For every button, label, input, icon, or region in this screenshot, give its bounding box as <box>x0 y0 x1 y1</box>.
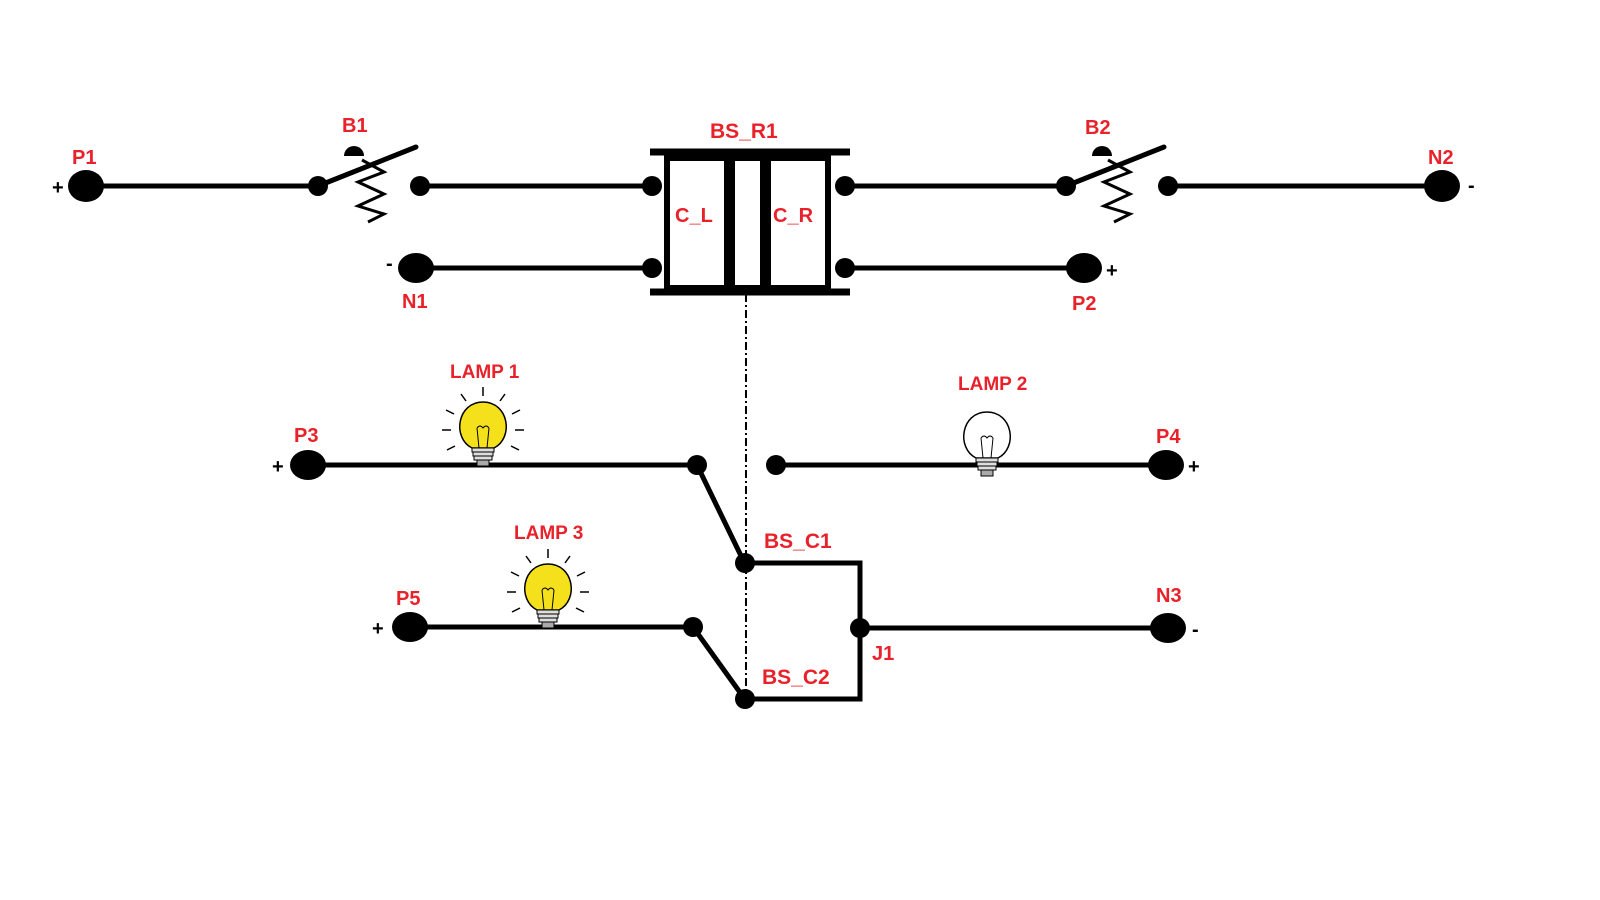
p3-sign: + <box>272 456 284 478</box>
label-bs-c2: BS_C2 <box>762 666 830 689</box>
terminal-p3[interactable] <box>290 450 326 480</box>
p5-sign: + <box>372 618 384 640</box>
p4-sign: + <box>1188 456 1200 478</box>
lamp-1-icon[interactable] <box>442 387 524 467</box>
label-b2: B2 <box>1085 117 1111 139</box>
terminal-n2[interactable] <box>1424 170 1460 202</box>
terminal-p2[interactable] <box>1066 253 1102 283</box>
label-p3: P3 <box>294 425 318 447</box>
label-c-l: C_L <box>675 205 713 227</box>
terminal-cl-bottom <box>642 258 662 278</box>
label-p1: P1 <box>72 147 96 169</box>
label-p4: P4 <box>1156 426 1181 448</box>
terminal-p4[interactable] <box>1148 450 1184 480</box>
label-p5: P5 <box>396 588 420 610</box>
switch-bs-c1[interactable] <box>694 462 863 631</box>
terminal-n3[interactable] <box>1150 613 1186 643</box>
label-lamp-3: LAMP 3 <box>514 523 583 544</box>
terminal-p1[interactable] <box>68 170 104 202</box>
p2-sign: + <box>1106 260 1118 282</box>
label-bs-r1: BS_R1 <box>710 120 778 143</box>
n2-sign: - <box>1468 175 1475 197</box>
label-n3: N3 <box>1156 585 1182 607</box>
label-p2: P2 <box>1072 293 1096 315</box>
label-b1: B1 <box>342 115 368 137</box>
label-n2: N2 <box>1428 147 1454 169</box>
label-n1: N1 <box>402 291 428 313</box>
terminal-cl-top <box>642 176 662 196</box>
contact-p4-side <box>766 455 786 475</box>
breaker-b1[interactable] <box>308 144 430 224</box>
p1-sign: + <box>52 177 64 199</box>
relay-bs-r1[interactable] <box>650 148 850 296</box>
n1-sign: - <box>386 253 393 275</box>
label-lamp-1: LAMP 1 <box>450 362 520 383</box>
lamp-2-icon[interactable] <box>962 411 1012 477</box>
breaker-b2[interactable] <box>1056 144 1178 224</box>
label-c-r: C_R <box>773 205 814 227</box>
n3-sign: - <box>1192 619 1199 641</box>
lamp-3-icon[interactable] <box>507 549 589 629</box>
terminal-p5[interactable] <box>392 612 428 642</box>
label-bs-c1: BS_C1 <box>764 530 832 553</box>
label-j1: J1 <box>872 643 894 665</box>
switch-bs-c2[interactable] <box>690 624 863 709</box>
label-lamp-2: LAMP 2 <box>958 374 1027 395</box>
